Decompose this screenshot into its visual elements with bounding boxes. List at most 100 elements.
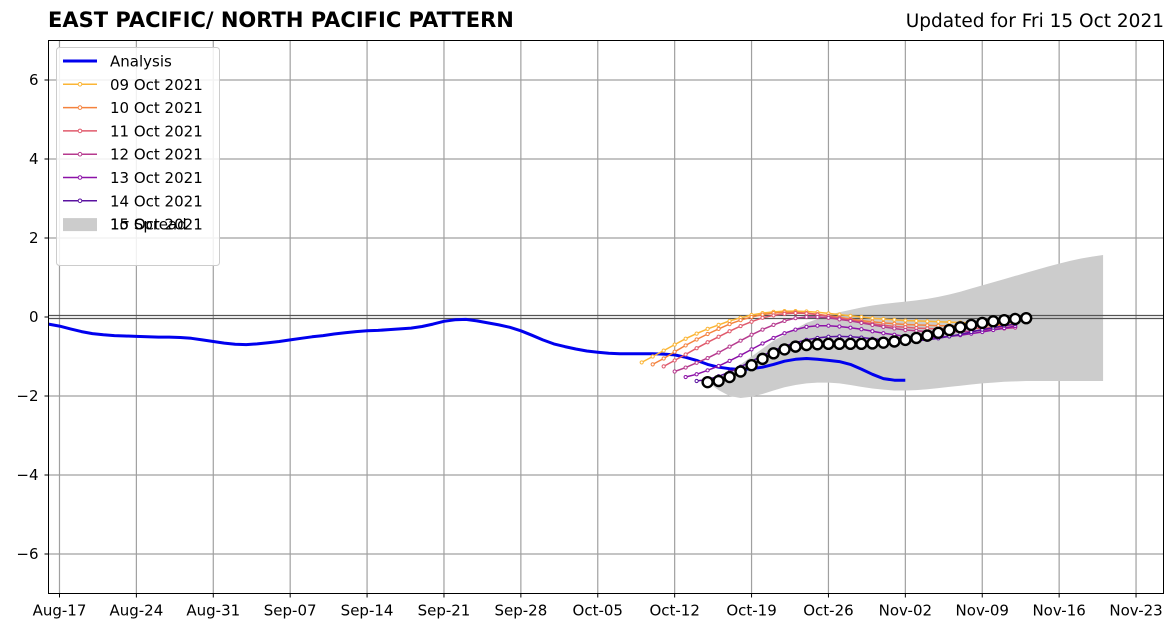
- y-tick-label: 0: [29, 308, 39, 326]
- x-tick-label: Oct-19: [726, 602, 776, 620]
- forecast-point: [771, 313, 776, 318]
- forecast-point: [749, 347, 754, 352]
- forecast-point: [848, 325, 853, 330]
- forecast-point: [738, 338, 743, 343]
- forecast-point: [778, 343, 791, 356]
- forecast-point: [892, 326, 897, 331]
- legend-swatch-spread: [63, 218, 97, 232]
- legend-marker: [77, 175, 83, 180]
- forecast-point: [892, 317, 897, 322]
- forecast-point: [756, 352, 769, 366]
- forecast-series-15-oct-2021: [701, 311, 1033, 389]
- forecast-point: [859, 327, 864, 332]
- forecast-point: [859, 320, 864, 326]
- forecast-point: [661, 348, 666, 353]
- forecast-point: [826, 315, 831, 320]
- legend-label: 13 Oct 2021: [110, 169, 203, 187]
- forecast-point: [793, 310, 798, 316]
- forecast-point: [811, 338, 824, 351]
- y-tick-label: −2: [16, 387, 38, 405]
- legend-label: 15 Oct 2021: [110, 216, 203, 234]
- forecast-point: [738, 318, 743, 323]
- forecast-point: [837, 324, 842, 329]
- forecast-point: [903, 327, 908, 333]
- x-tick-label: Aug-24: [109, 602, 163, 620]
- y-tick-label: 2: [29, 229, 39, 247]
- forecast-point: [738, 323, 743, 329]
- forecast-point: [987, 315, 1000, 328]
- forecast-point: [925, 319, 930, 324]
- forecast-point: [954, 321, 967, 334]
- forecast-point: [712, 374, 725, 388]
- legend-label: 1σ Spread: [110, 216, 187, 234]
- forecast-point: [844, 337, 857, 351]
- forecast-point: [727, 358, 732, 363]
- x-tick-label: Nov-09: [956, 602, 1009, 620]
- forecast-point: [914, 318, 919, 324]
- forecast-point: [727, 344, 732, 349]
- forecast-point: [771, 335, 776, 341]
- forecast-point: [716, 363, 721, 369]
- x-tick-label: Oct-26: [803, 602, 853, 620]
- x-tick-label: Aug-31: [186, 602, 240, 620]
- forecast-point: [694, 372, 699, 377]
- forecast-point: [767, 347, 780, 360]
- forecast-point: [903, 318, 908, 323]
- legend-box: [56, 47, 220, 266]
- forecast-point: [749, 319, 754, 324]
- forecast-point: [881, 324, 886, 329]
- x-tick-label: Nov-16: [1032, 602, 1085, 620]
- forecast-point: [800, 338, 813, 352]
- forecast-point: [694, 331, 699, 336]
- forecast-point: [683, 352, 688, 357]
- forecast-point: [782, 311, 787, 316]
- forecast-point: [771, 322, 776, 327]
- forecast-point: [782, 318, 787, 324]
- forecast-point: [943, 323, 956, 337]
- forecast-point: [650, 354, 655, 359]
- forecast-point: [694, 337, 699, 342]
- forecast-point: [705, 368, 710, 373]
- x-tick-label: Nov-02: [879, 602, 932, 620]
- x-tick-label: Aug-17: [33, 602, 87, 620]
- forecast-point: [716, 334, 721, 339]
- forecast-point: [749, 314, 754, 320]
- forecast-point: [1019, 311, 1033, 325]
- forecast-point: [899, 333, 912, 347]
- legend-label: 11 Oct 2021: [110, 122, 203, 140]
- forecast-point: [815, 314, 820, 320]
- forecast-point: [837, 334, 842, 339]
- forecast-point: [701, 375, 714, 389]
- legend-marker: [77, 151, 83, 157]
- legend-label: Analysis: [110, 53, 172, 71]
- forecast-point: [936, 319, 941, 324]
- forecast-point: [855, 337, 868, 351]
- forecast-point: [804, 324, 809, 329]
- forecast-point: [789, 340, 802, 353]
- forecast-point: [877, 336, 890, 349]
- forecast-point: [672, 349, 677, 354]
- forecast-point: [947, 320, 952, 325]
- forecast-point: [749, 332, 754, 337]
- forecast-point: [672, 369, 677, 374]
- legend-marker: [77, 105, 83, 110]
- x-tick-label: Sep-07: [264, 602, 317, 620]
- x-tick-label: Sep-21: [418, 602, 471, 620]
- y-tick-label: −6: [16, 545, 38, 563]
- forecast-point: [760, 315, 765, 320]
- forecast-point: [965, 318, 978, 332]
- x-tick-label: Sep-28: [494, 602, 547, 620]
- forecast-point: [672, 358, 677, 363]
- forecast-point: [716, 322, 721, 327]
- series-lines: [48, 308, 1033, 389]
- x-tick-label: Oct-12: [649, 602, 699, 620]
- forecast-point: [793, 327, 798, 332]
- legend-label: 12 Oct 2021: [110, 146, 203, 164]
- chart-updated-date: Updated for Fri 15 Oct 2021: [905, 11, 1164, 32]
- x-tick-label: Sep-14: [341, 602, 394, 620]
- forecast-point: [639, 360, 644, 365]
- forecast-point: [833, 337, 846, 351]
- forecast-point: [870, 322, 875, 327]
- grid: [48, 40, 1164, 594]
- forecast-point: [734, 365, 747, 378]
